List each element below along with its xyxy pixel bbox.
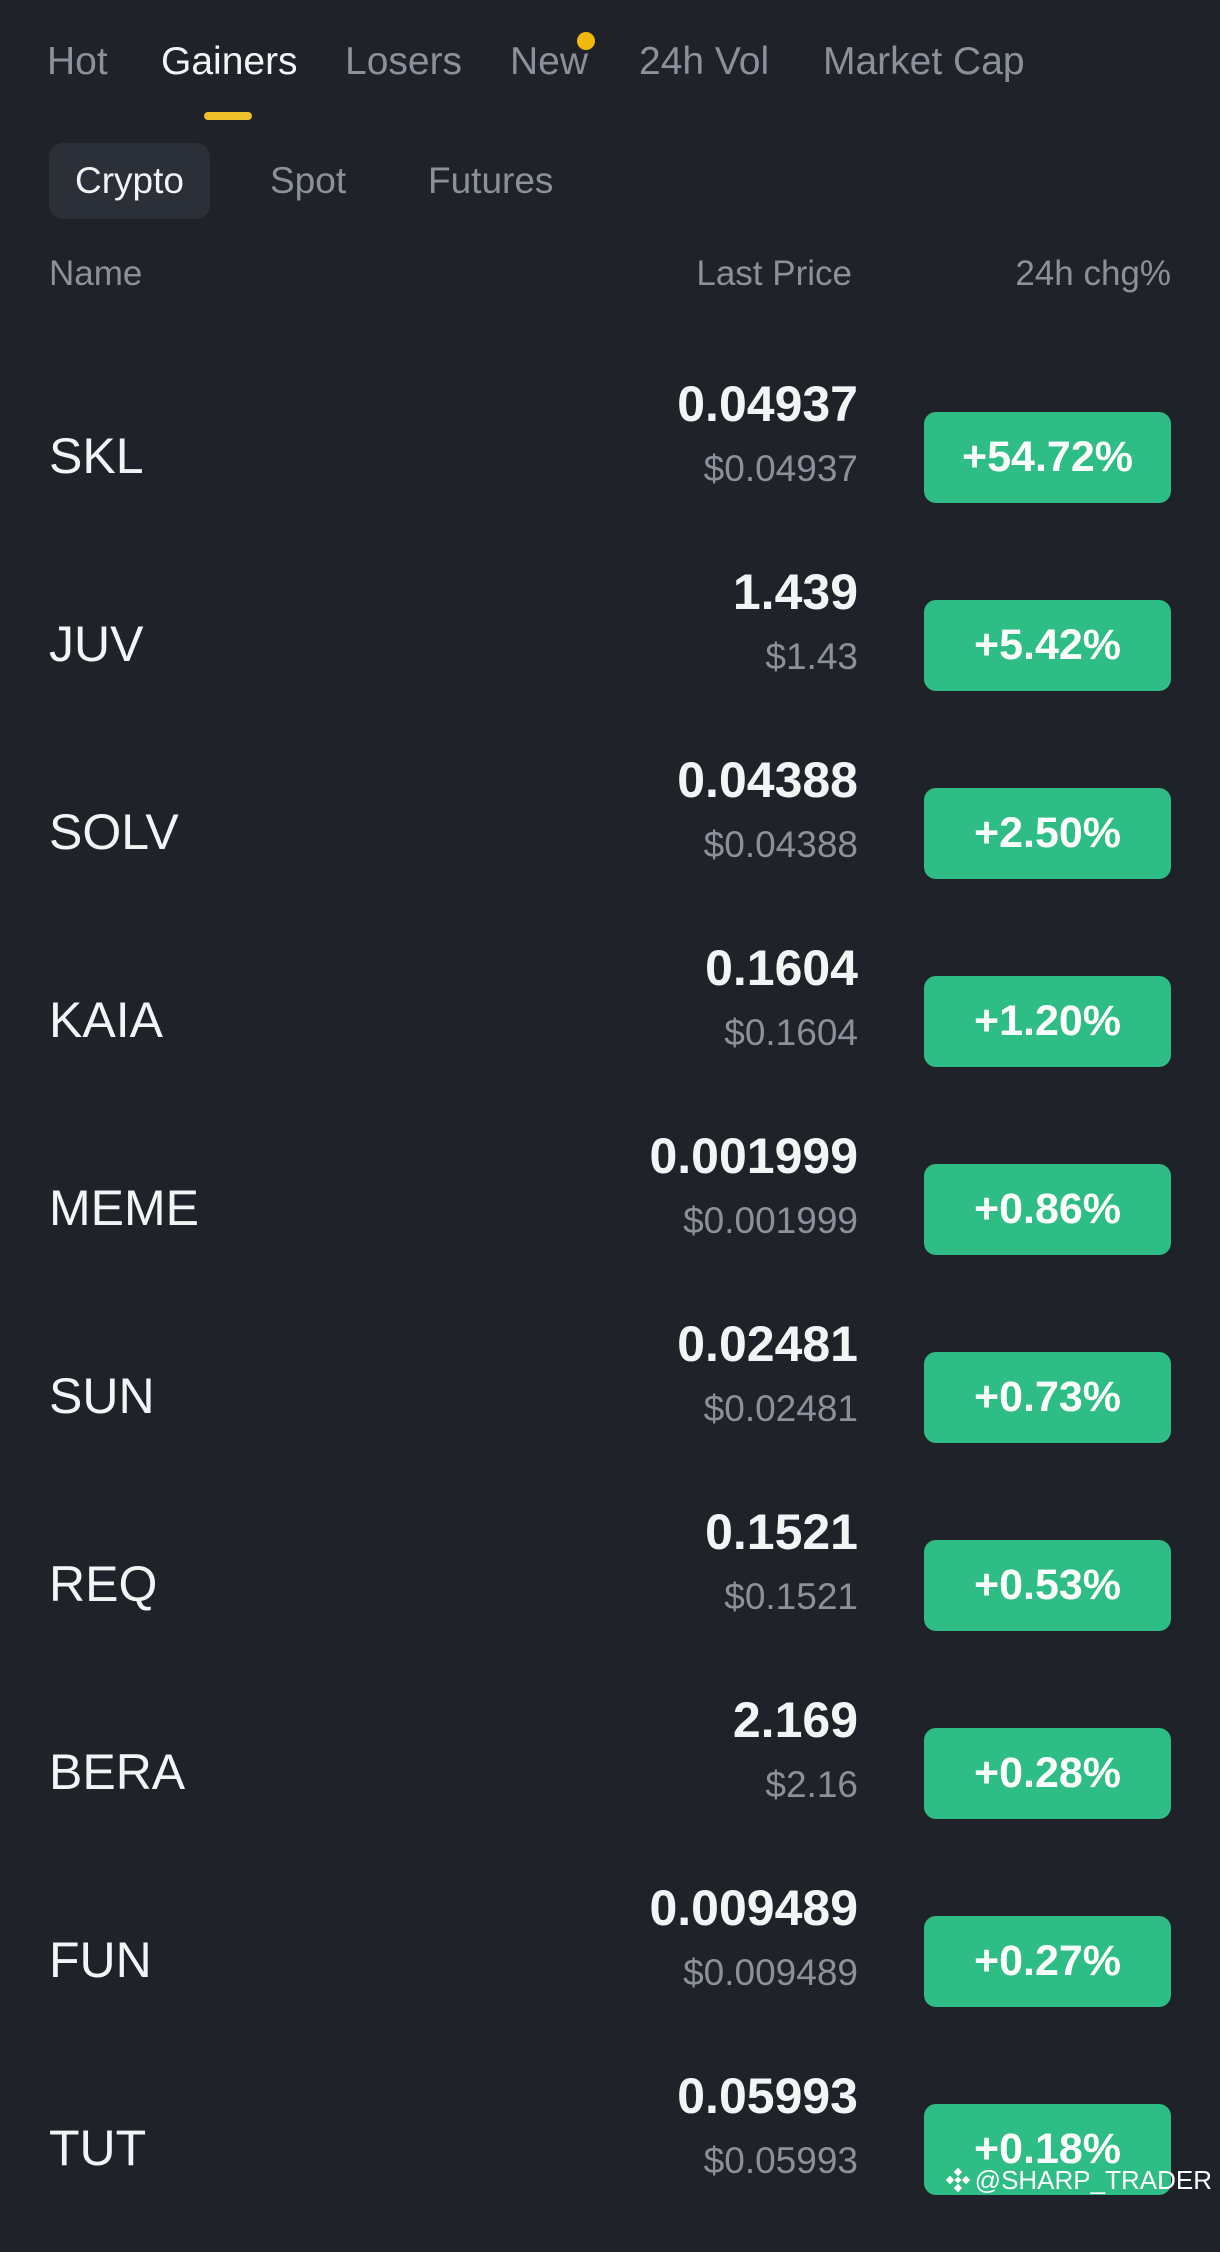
row-fiat-price: $0.009489 xyxy=(683,1952,858,1993)
row-symbol: SOLV xyxy=(49,804,179,860)
row-last-price: 0.04937 xyxy=(677,376,858,432)
change-badge[interactable]: +0.53% xyxy=(924,1540,1171,1631)
row-last-price: 0.1604 xyxy=(705,940,858,996)
table-row[interactable]: BERA 2.169 $2.16 +0.28% xyxy=(0,1688,1220,1876)
change-badge[interactable]: +0.27% xyxy=(924,1916,1171,2007)
row-symbol: REQ xyxy=(49,1556,158,1612)
tab-new[interactable]: New xyxy=(510,40,589,83)
table-row[interactable]: SOLV 0.04388 $0.04388 +2.50% xyxy=(0,748,1220,936)
table-row[interactable]: SKL 0.04937 $0.04937 +54.72% xyxy=(0,372,1220,560)
tab-losers[interactable]: Losers xyxy=(345,40,463,83)
row-fiat-price: $0.1604 xyxy=(724,1012,858,1053)
row-symbol: SKL xyxy=(49,428,144,484)
active-tab-indicator xyxy=(204,112,252,120)
subtab-futures[interactable]: Futures xyxy=(428,160,554,201)
row-fiat-price: $2.16 xyxy=(765,1764,858,1805)
row-fiat-price: $0.04388 xyxy=(703,824,858,865)
row-last-price: 1.439 xyxy=(732,564,858,620)
table-row[interactable]: MEME 0.001999 $0.001999 +0.86% xyxy=(0,1124,1220,1312)
change-badge[interactable]: +54.72% xyxy=(924,412,1171,503)
watermark: @SHARP_TRADER xyxy=(945,2162,1212,2198)
row-fiat-price: $0.05993 xyxy=(703,2140,858,2181)
table-row[interactable]: SUN 0.02481 $0.02481 +0.73% xyxy=(0,1312,1220,1500)
column-header-name[interactable]: Name xyxy=(49,254,143,293)
tab-hot[interactable]: Hot xyxy=(47,40,108,83)
change-badge[interactable]: +2.50% xyxy=(924,788,1171,879)
tab-24h-vol[interactable]: 24h Vol xyxy=(639,40,770,83)
tab-gainers[interactable]: Gainers xyxy=(161,40,298,83)
change-badge[interactable]: +0.86% xyxy=(924,1164,1171,1255)
row-symbol: FUN xyxy=(49,1932,152,1988)
row-last-price: 0.1521 xyxy=(705,1504,858,1560)
row-symbol: BERA xyxy=(49,1744,186,1800)
row-last-price: 0.04388 xyxy=(677,752,858,808)
binance-logo-icon xyxy=(945,2167,970,2193)
row-fiat-price: $0.1521 xyxy=(724,1576,858,1617)
column-header-last-price[interactable]: Last Price xyxy=(696,254,852,293)
column-header-change[interactable]: 24h chg% xyxy=(1015,254,1171,293)
row-last-price: 0.05993 xyxy=(677,2068,858,2124)
change-badge[interactable]: +0.28% xyxy=(924,1728,1171,1819)
row-symbol: MEME xyxy=(49,1180,199,1236)
row-symbol: TUT xyxy=(49,2120,147,2176)
table-row[interactable]: KAIA 0.1604 $0.1604 +1.20% xyxy=(0,936,1220,1124)
row-fiat-price: $0.001999 xyxy=(683,1200,858,1241)
table-row[interactable]: JUV 1.439 $1.43 +5.42% xyxy=(0,560,1220,748)
row-symbol: KAIA xyxy=(49,992,163,1048)
subtab-crypto[interactable]: Crypto xyxy=(49,143,210,219)
change-badge[interactable]: +1.20% xyxy=(924,976,1171,1067)
row-last-price: 2.169 xyxy=(732,1692,858,1748)
table-row[interactable]: TUT 0.05993 $0.05993 +0.18% xyxy=(0,2064,1220,2252)
row-fiat-price: $0.04937 xyxy=(703,448,858,489)
table-row[interactable]: REQ 0.1521 $0.1521 +0.53% xyxy=(0,1500,1220,1688)
row-last-price: 0.02481 xyxy=(677,1316,858,1372)
subtab-spot[interactable]: Spot xyxy=(270,160,347,201)
row-symbol: SUN xyxy=(49,1368,155,1424)
row-fiat-price: $0.02481 xyxy=(703,1388,858,1429)
watermark-text: @SHARP_TRADER xyxy=(974,2165,1212,2195)
change-badge[interactable]: +5.42% xyxy=(924,600,1171,691)
market-tabs: Hot Gainers Losers New 24h Vol Market Ca… xyxy=(0,0,1220,130)
row-fiat-price: $1.43 xyxy=(765,636,858,677)
row-symbol: JUV xyxy=(49,616,144,672)
table-row[interactable]: FUN 0.009489 $0.009489 +0.27% xyxy=(0,1876,1220,2064)
row-last-price: 0.009489 xyxy=(649,1880,858,1936)
row-last-price: 0.001999 xyxy=(649,1128,858,1184)
change-badge[interactable]: +0.73% xyxy=(924,1352,1171,1443)
new-indicator-dot xyxy=(577,32,595,50)
tab-market-cap[interactable]: Market Cap xyxy=(823,40,1025,83)
